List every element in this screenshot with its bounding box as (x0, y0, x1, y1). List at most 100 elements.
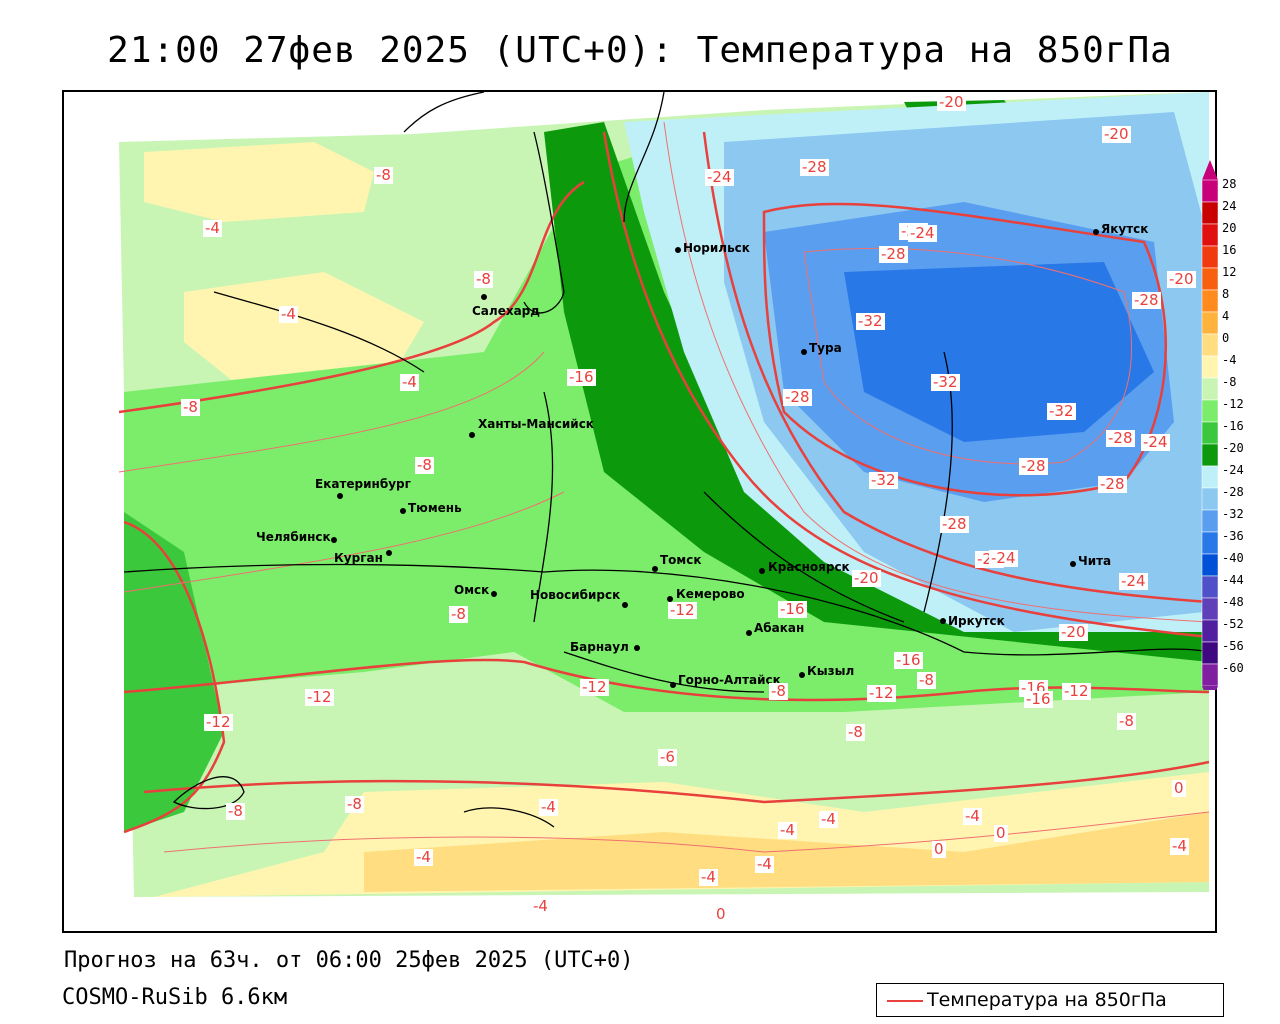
isotherm-label: -12 (580, 678, 609, 696)
scale-swatch (1201, 575, 1219, 599)
scale-tick-label: -60 (1222, 661, 1244, 675)
forecast-info: Прогноз на 63ч. от 06:00 25фев 2025 (UTC… (64, 948, 634, 973)
isotherm-label: -4 (963, 807, 982, 825)
city-dot (481, 294, 487, 300)
city-dot (1070, 561, 1076, 567)
city-dot (469, 432, 475, 438)
legend-label: Температура на 850гПа (927, 989, 1167, 1011)
isotherm-label: 0 (1172, 779, 1186, 797)
isotherm-label: -12 (668, 601, 697, 619)
scale-swatch (1201, 443, 1219, 467)
isotherm-label: -4 (819, 810, 838, 828)
city-dot (622, 602, 628, 608)
city-label-tomsk: Томск (660, 553, 702, 567)
isotherm-label: -20 (1167, 270, 1196, 288)
city-label-kurgan: Курган (334, 551, 383, 565)
city-label-kyzyl: Кызыл (807, 664, 855, 678)
scale-tick-label: 20 (1222, 221, 1237, 235)
city-dot (491, 591, 497, 597)
isotherm-label: -12 (867, 684, 896, 702)
city-label-tura: Тура (809, 341, 842, 355)
isotherm-label: -32 (856, 312, 885, 330)
scale-swatch (1201, 619, 1219, 643)
dark-green-west (124, 512, 224, 832)
isotherm-lines-thin (118, 121, 1210, 853)
isotherm-label: -12 (1062, 682, 1091, 700)
isotherm-label: -24 (1119, 572, 1148, 590)
isotherm-label: 0 (714, 905, 728, 923)
temperature-map: Норильск Якутск Салехард Тура Ханты-Манс… (62, 90, 1217, 933)
city-label-salekhard: Салехард (472, 304, 540, 318)
scale-tick-label: 4 (1222, 309, 1230, 323)
isotherm-label: -28 (1098, 475, 1127, 493)
scale-swatch (1201, 377, 1219, 401)
city-dot (799, 672, 805, 678)
isotherm-label: -4 (1170, 837, 1189, 855)
scale-tick-label: -52 (1222, 617, 1244, 631)
scale-tick-label: 0 (1222, 331, 1230, 345)
isotherm-label: -28 (1019, 457, 1048, 475)
city-dot (386, 550, 392, 556)
isotherm-label: -12 (305, 688, 334, 706)
scale-tick-label: -48 (1222, 595, 1244, 609)
legend-line-swatch (887, 1000, 923, 1002)
city-dot (746, 630, 752, 636)
scale-tick-label: -8 (1222, 375, 1237, 389)
isotherm-label: -8 (474, 270, 493, 288)
scale-swatch (1201, 597, 1219, 621)
isotherm-label: -8 (226, 802, 245, 820)
city-dot (940, 618, 946, 624)
city-label-omsk: Омск (454, 583, 490, 597)
isotherm-label: -16 (894, 651, 923, 669)
dark-green-band (544, 122, 1209, 662)
scale-swatch (1201, 333, 1219, 357)
isotherm-label: -4 (539, 798, 558, 816)
scale-tick-label: 24 (1222, 199, 1237, 213)
city-label-kemerovo: Кемерово (676, 587, 745, 601)
scale-swatch (1201, 553, 1219, 577)
city-dot (337, 493, 343, 499)
scale-top-arrow (1202, 160, 1218, 180)
scale-swatch (1201, 421, 1219, 445)
isotherm-label: -16 (567, 368, 596, 386)
scale-tick-label: -56 (1222, 639, 1244, 653)
isotherm-label: -28 (1132, 291, 1161, 309)
warm-zone-south-core (364, 812, 1209, 892)
isotherm-label: -32 (931, 373, 960, 391)
city-dot (331, 537, 337, 543)
city-dot (652, 566, 658, 572)
isotherm-label: -8 (415, 456, 434, 474)
legend-box: Температура на 850гПа (876, 983, 1224, 1017)
city-dot (400, 508, 406, 514)
city-label-norilsk: Норильск (683, 241, 750, 255)
scale-swatch (1201, 245, 1219, 269)
isotherm-label: -20 (1059, 623, 1088, 641)
scale-swatch (1201, 531, 1219, 555)
isotherm-label: -28 (940, 515, 969, 533)
isotherm-label: -4 (531, 897, 550, 915)
city-label-gorno-altaysk: Горно-Алтайск (678, 673, 781, 687)
isotherm-label: -4 (279, 305, 298, 323)
city-label-novosibirsk: Новосибирск (530, 588, 621, 602)
scale-swatch (1201, 267, 1219, 291)
city-label-abakan: Абакан (754, 621, 805, 635)
warm-zone-top (144, 142, 374, 222)
city-label-barnaul: Барнаул (570, 640, 629, 654)
city-label-khanty-mansiysk: Ханты-Мансийск (478, 417, 594, 431)
scale-tick-label: 28 (1222, 177, 1237, 191)
city-dot (759, 568, 765, 574)
isotherm-label: -28 (800, 158, 829, 176)
isotherm-label: -4 (203, 219, 222, 237)
city-dot (1093, 229, 1099, 235)
isotherm-label: -8 (449, 605, 468, 623)
scale-tick-label: -32 (1222, 507, 1244, 521)
scale-tick-label: 8 (1222, 287, 1230, 301)
isotherm-label: -16 (1024, 690, 1053, 708)
isotherm-label: -20 (852, 569, 881, 587)
scale-tick-label: -40 (1222, 551, 1244, 565)
city-dot (670, 682, 676, 688)
color-scale-bar (1201, 160, 1219, 690)
scale-swatch (1201, 179, 1219, 203)
city-dot (801, 349, 807, 355)
scale-tick-label: 16 (1222, 243, 1237, 257)
